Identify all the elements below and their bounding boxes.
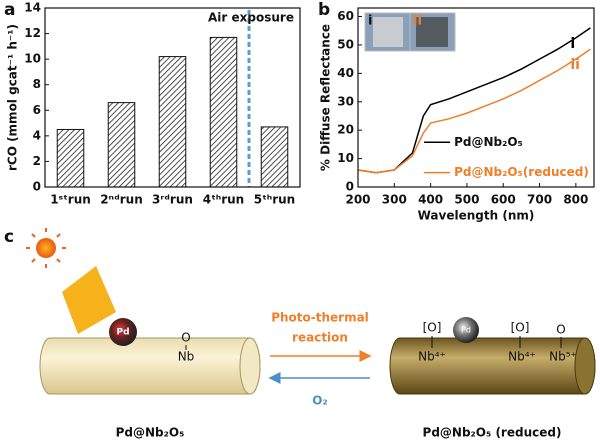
bar: [260, 126, 289, 188]
atom-label: Nb⁵⁺: [549, 350, 577, 364]
legend-label: Pd@Nb₂O₅(reduced): [454, 165, 589, 179]
x-tick-label: 5ᵗʰrun: [254, 193, 295, 207]
y-axis-label: rCO (mmol gcat⁻¹ h⁻¹): [6, 24, 20, 171]
x-tick-label: 600: [491, 193, 516, 207]
caption: Pd@Nb₂O₅ (reduced): [423, 426, 562, 440]
y-tick-label: 40: [337, 66, 354, 80]
y-tick-label: 10: [24, 52, 41, 66]
diagram: Pd O Nb Pd [O] Nb⁴⁺ [O] Nb⁴⁺ O Nb⁵⁺ Phot…: [26, 228, 596, 440]
y-tick-label: 12: [24, 26, 41, 40]
inset-label: ii: [413, 14, 422, 29]
y-tick-label: 6: [33, 103, 41, 117]
rod: [389, 337, 596, 395]
y-tick-label: 30: [337, 94, 354, 108]
y-axis-label: % Diffuse Reflectance: [319, 24, 333, 171]
atom-label: Nb⁴⁺: [508, 350, 536, 364]
y-tick-label: 4: [33, 128, 41, 142]
particle-label: Pd: [116, 328, 129, 338]
particle-label: Pd: [461, 326, 471, 335]
bar: [158, 56, 187, 188]
arrow-label: O₂: [312, 394, 327, 408]
caption: Pd@Nb₂O₅: [116, 426, 185, 440]
legend-label: Pd@Nb₂O₅: [454, 135, 523, 149]
x-tick-label: 2ⁿᵈrun: [100, 193, 143, 207]
x-tick-label: 1ˢᵗrun: [50, 193, 91, 207]
y-tick-label: 0: [33, 180, 41, 194]
y-tick-label: 10: [337, 151, 354, 165]
pd-particle: [109, 318, 137, 346]
x-axis-label: Wavelength (nm): [418, 209, 535, 223]
bar: [209, 36, 238, 188]
rod-end: [239, 337, 261, 395]
x-tick-label: 300: [382, 193, 407, 207]
y-tick-label: 60: [337, 9, 354, 23]
x-tick-label: 3ʳᵈrun: [152, 193, 193, 207]
sun: [36, 238, 56, 258]
y-tick-label: 0: [346, 180, 354, 194]
x-tick-label: 200: [345, 193, 370, 207]
inset-label: i: [368, 14, 372, 29]
atom-label: O: [181, 331, 190, 345]
series-label: i: [570, 36, 575, 52]
y-tick-label: 8: [33, 77, 41, 91]
atom-label: [O]: [511, 321, 530, 335]
bar-chart: 1ˢᵗrun 2ⁿᵈrun 3ʳᵈrun 4ᵗʰrun 5ᵗʰrun Air exposu…: [6, 1, 301, 207]
series-label: ii: [570, 57, 580, 73]
x-tick-label: 700: [527, 193, 552, 207]
x-tick-label: 500: [454, 193, 479, 207]
panel-label: a: [4, 0, 15, 20]
sun-rays: [26, 228, 66, 268]
atom-label: [O]: [423, 321, 442, 335]
y-tick-label: 20: [337, 123, 354, 137]
pd-particle: [453, 317, 479, 343]
panel-label: c: [4, 227, 14, 247]
x-tick-label: 800: [563, 193, 588, 207]
atom-label: O: [556, 323, 565, 337]
y-tick-label: 2: [33, 154, 41, 168]
rod-end: [574, 337, 596, 395]
x-tick-label: 4ᵗʰrun: [203, 193, 244, 207]
y-tick-label: 14: [24, 1, 41, 15]
panel-label: b: [318, 0, 330, 20]
sample: [416, 17, 448, 47]
x-tick-label: 400: [418, 193, 443, 207]
arrow-label: Photo-thermal: [271, 311, 369, 325]
atom-label: Nb: [178, 350, 195, 364]
sample: [373, 17, 403, 47]
arrow-label: reaction: [292, 331, 348, 345]
bar: [56, 128, 85, 188]
plot-frame: [44, 7, 301, 188]
plot-frame: [357, 7, 595, 188]
series-line: [357, 48, 591, 174]
rod: [39, 337, 261, 395]
y-tick-label: 50: [337, 37, 354, 51]
atom-label: Nb⁴⁺: [418, 350, 446, 364]
bar: [107, 102, 136, 188]
annotation: Air exposure: [208, 11, 294, 25]
light-beam: [62, 266, 116, 334]
